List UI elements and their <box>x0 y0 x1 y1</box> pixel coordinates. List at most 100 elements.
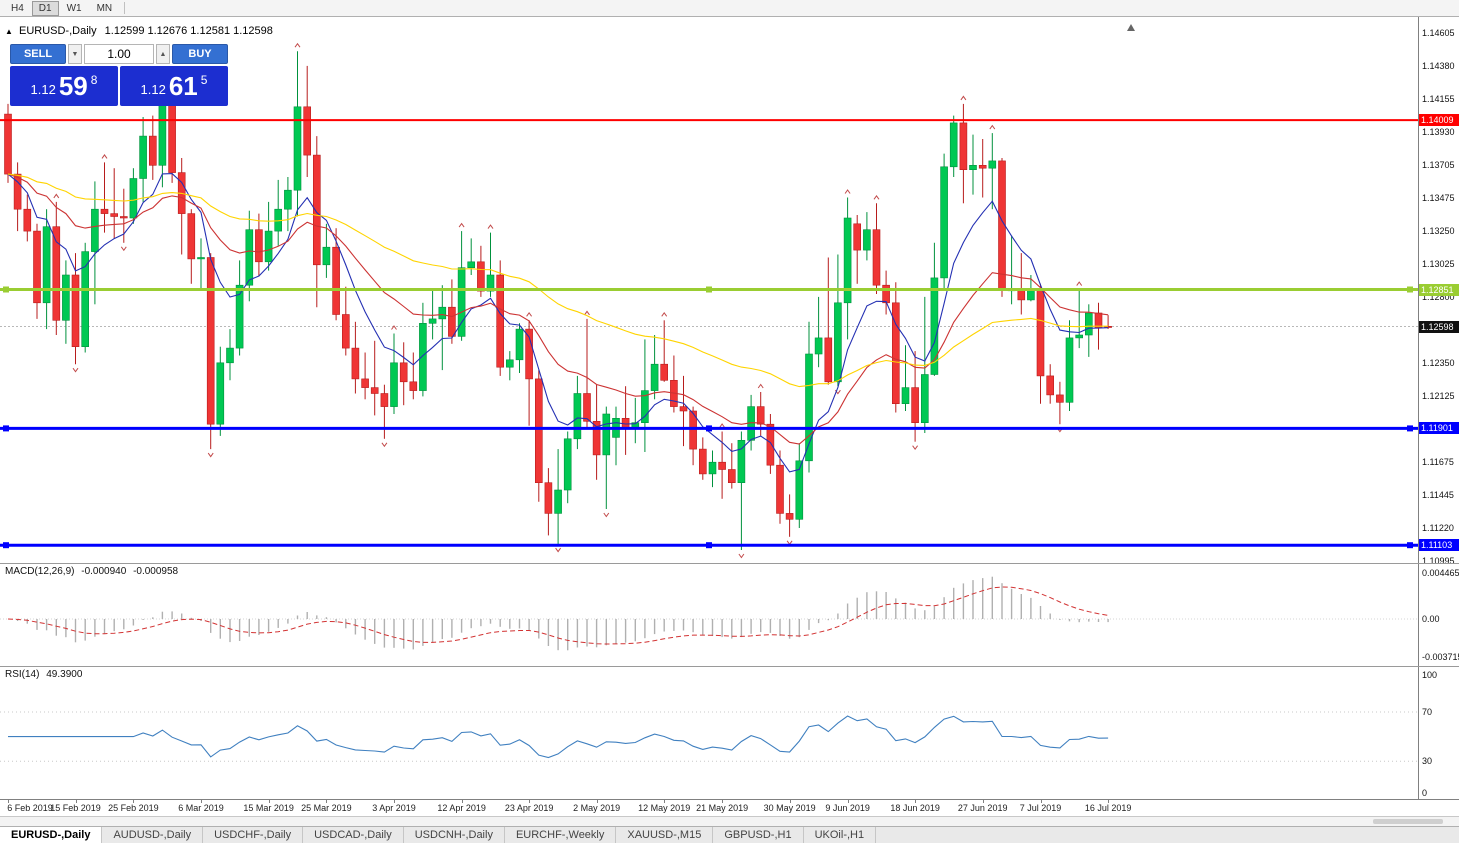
hline-price-label: 1.11103 <box>1419 539 1459 552</box>
volume-input[interactable] <box>84 44 154 64</box>
date-tick <box>596 800 598 803</box>
macd-svg[interactable] <box>0 563 1418 666</box>
date-tick <box>722 800 724 803</box>
price-axis-label: 1.13930 <box>1422 126 1455 137</box>
rsi-axis-label: 70 <box>1422 707 1433 717</box>
date-tick <box>1040 800 1042 803</box>
macd-panel[interactable]: MACD(12,26,9) -0.000940 -0.000958 <box>0 563 1418 666</box>
buy-price-display[interactable]: 1.12 61 5 <box>120 66 228 106</box>
chart-tab-eurchf-weekly[interactable]: EURCHF-,Weekly <box>505 827 617 843</box>
date-axis-label: 15 Mar 2019 <box>243 803 294 813</box>
collapse-panel-icon[interactable]: ▲ <box>5 27 13 36</box>
price-chart-panel[interactable]: ▲ EURUSD-,Daily 1.12599 1.12676 1.12581 … <box>0 17 1418 563</box>
price-axis-label: 1.13475 <box>1422 193 1455 204</box>
rsi-axis-label: 100 <box>1422 670 1438 680</box>
scrollbar-thumb[interactable] <box>1373 819 1443 824</box>
sell-price-big: 59 <box>58 71 88 101</box>
sell-price-pip: 8 <box>90 72 98 87</box>
price-axis-label: 1.14380 <box>1422 60 1455 71</box>
chart-tab-gbpusd-h1[interactable]: GBPUSD-,H1 <box>713 827 804 843</box>
chart-tab-usdcnh-daily[interactable]: USDCNH-,Daily <box>404 827 505 843</box>
macd-name: MACD(12,26,9) <box>5 566 75 577</box>
panel-divider[interactable] <box>0 666 1459 667</box>
chart-title: ▲ EURUSD-,Daily 1.12599 1.12676 1.12581 … <box>5 25 273 37</box>
date-axis-label: 7 Jul 2019 <box>1019 803 1062 813</box>
macd-plot[interactable] <box>0 563 1418 666</box>
macd-axis-label: -0.003715 <box>1422 652 1459 663</box>
chart-tab-xauusd-m15[interactable]: XAUUSD-,M15 <box>616 827 714 843</box>
rsi-value: 49.3900 <box>46 669 83 680</box>
date-axis-label: 2 May 2019 <box>573 803 621 813</box>
date-axis-label: 16 Jul 2019 <box>1084 803 1132 813</box>
macd-axis-label: 0.00 <box>1422 614 1440 624</box>
chart-tab-usdchf-daily[interactable]: USDCHF-,Daily <box>203 827 304 843</box>
rsi-name: RSI(14) <box>5 669 40 680</box>
date-axis-label: 30 May 2019 <box>763 803 816 813</box>
panel-divider[interactable] <box>0 563 1459 564</box>
macd-axis-label: 0.004465 <box>1422 568 1459 578</box>
timeframe-button-h4[interactable]: H4 <box>11 2 24 14</box>
rsi-panel[interactable]: RSI(14) 49.3900 <box>0 666 1418 799</box>
timeframe-button-w1[interactable]: W1 <box>66 2 82 14</box>
price-axis-label: 1.12800 <box>1422 291 1455 302</box>
date-axis-label: 6 Feb 2019 <box>7 803 53 813</box>
buy-price-prefix: 1.12 <box>140 82 166 97</box>
chart-symbol-period: EURUSD-,Daily <box>18 25 97 37</box>
date-tick <box>789 800 791 803</box>
chart-tab-ukoil-h1[interactable]: UKOil-,H1 <box>804 827 877 843</box>
date-axis-label: 18 Jun 2019 <box>890 803 940 813</box>
date-tick <box>1108 800 1110 803</box>
horizontal-scrollbar[interactable] <box>0 816 1459 826</box>
macd-value-signal: -0.000958 <box>133 566 179 577</box>
timeframe-toolbar: H4 D1 W1 MN <box>0 0 1459 17</box>
date-tick <box>268 800 270 803</box>
date-axis-label: 25 Feb 2019 <box>108 803 159 813</box>
price-axis-label: 1.12125 <box>1422 390 1455 401</box>
date-axis-label: 23 Apr 2019 <box>504 803 554 813</box>
rsi-header: RSI(14) 49.3900 <box>5 669 82 680</box>
date-axis-label: 12 Apr 2019 <box>437 803 486 813</box>
price-axis[interactable]: 1.14605 1.14380 1.14155 1.13930 1.13705 1.134… <box>1418 17 1459 799</box>
chart-tab-usdcad-daily[interactable]: USDCAD-,Daily <box>303 827 404 843</box>
hline-price-label: 1.11901 <box>1419 422 1459 435</box>
date-tick <box>394 800 395 803</box>
price-axis-label: 1.11220 <box>1422 523 1454 533</box>
rsi-plot[interactable] <box>0 666 1418 799</box>
date-tick <box>529 800 531 803</box>
date-tick <box>75 800 77 803</box>
current-price-label: 1.12598 <box>1419 320 1459 333</box>
chart-tabs-bar: EURUSD-,Daily AUDUSD-,Daily USDCHF-,Daily U… <box>0 826 1459 843</box>
macd-header: MACD(12,26,9) -0.000940 -0.000958 <box>5 566 178 577</box>
date-axis-label: 27 Jun 2019 <box>957 803 1008 813</box>
buy-button[interactable]: BUY <box>172 44 228 64</box>
buy-price-big: 61 <box>168 71 198 101</box>
timeframe-button-d1[interactable]: D1 <box>31 0 59 16</box>
price-axis-label: 1.11445 <box>1422 490 1454 501</box>
toolbar-separator <box>124 2 126 14</box>
volume-increase-icon[interactable]: ▲ <box>156 44 170 64</box>
rsi-svg[interactable] <box>0 666 1418 799</box>
date-tick <box>982 800 984 803</box>
chart-tab-eurusd-daily[interactable]: EURUSD-,Daily <box>0 827 103 843</box>
date-axis-label: 3 Apr 2019 <box>372 803 416 813</box>
candlestick-chart[interactable] <box>0 17 1418 563</box>
chart-tab-audusd-daily[interactable]: AUDUSD-,Daily <box>102 827 204 843</box>
price-chart-svg[interactable] <box>0 17 1418 563</box>
date-tick <box>133 800 135 803</box>
sell-button[interactable]: SELL <box>10 44 66 64</box>
date-axis-label: 12 May 2019 <box>638 803 691 813</box>
price-axis-label: 1.14155 <box>1422 93 1455 104</box>
sell-price-prefix: 1.12 <box>30 82 56 97</box>
price-axis-label: 1.13705 <box>1422 159 1455 170</box>
volume-decrease-icon[interactable]: ▼ <box>68 44 82 64</box>
price-axis-label: 1.12350 <box>1422 357 1455 368</box>
date-tick <box>201 800 202 803</box>
one-click-trade-panel: SELL ▼ ▲ BUY 1.12 59 8 1.12 61 5 <box>10 44 228 106</box>
date-axis[interactable]: 6 Feb 2019 15 Feb 2019 25 Feb 2019 6 Mar 20… <box>0 799 1459 816</box>
timeframe-button-mn[interactable]: MN <box>96 2 113 14</box>
sell-price-display[interactable]: 1.12 59 8 <box>10 66 118 106</box>
date-tick <box>915 800 917 803</box>
price-axis-label: 1.11675 <box>1422 456 1454 467</box>
date-tick <box>326 800 328 803</box>
